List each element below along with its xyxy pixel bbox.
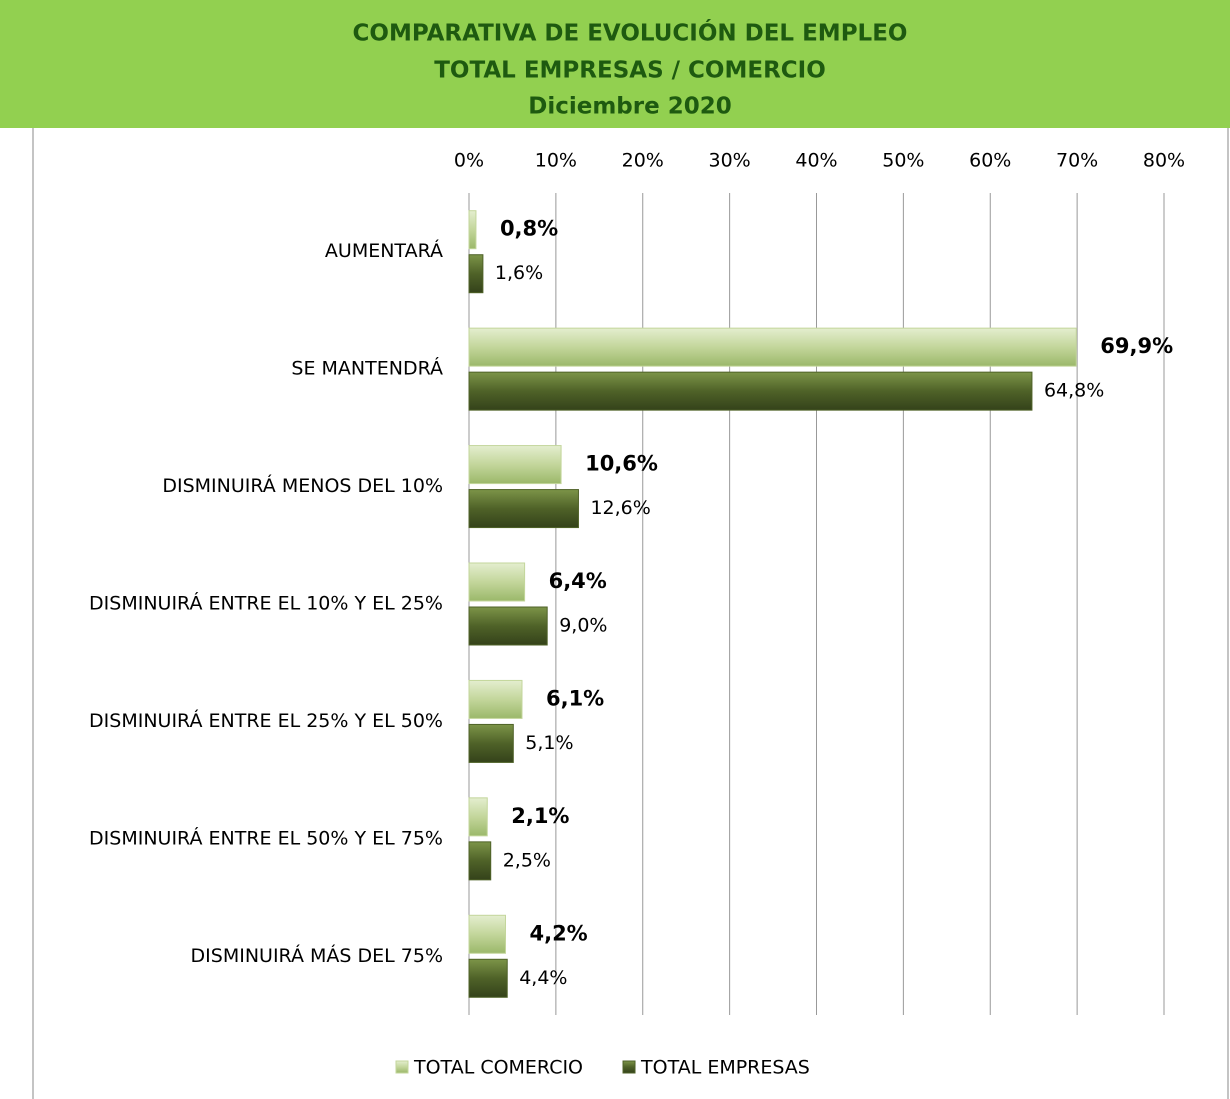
bar [468, 327, 1077, 367]
bar [468, 797, 488, 837]
data-label: 64,8% [1044, 380, 1104, 402]
x-tick-label: 20% [622, 150, 664, 172]
data-label: 1,6% [495, 262, 543, 284]
bar [468, 723, 514, 763]
data-label: 12,6% [590, 497, 650, 519]
legend-label: TOTAL COMERCIO [413, 1057, 583, 1079]
x-tick-label: 60% [969, 150, 1011, 172]
bar [468, 210, 477, 250]
bar [468, 562, 526, 602]
header-band [0, 0, 1230, 128]
data-label: 6,4% [549, 569, 607, 593]
bar [468, 914, 506, 954]
data-label: 2,1% [511, 804, 569, 828]
legend-marker [395, 1060, 409, 1074]
x-tick-label: 30% [709, 150, 751, 172]
y-tick-label: DISMINUIRÁ ENTRE EL 50% Y EL 75% [89, 826, 443, 849]
bar [468, 958, 508, 998]
x-tick-label: 0% [454, 150, 484, 172]
x-tick-label: 50% [882, 150, 924, 172]
bar [468, 445, 562, 485]
legend-marker [622, 1060, 636, 1074]
data-label: 10,6% [585, 452, 658, 476]
data-label: 2,5% [503, 849, 551, 871]
y-tick-label: DISMINUIRÁ ENTRE EL 25% Y EL 50% [89, 709, 443, 732]
x-tick-label: 70% [1056, 150, 1098, 172]
data-label: 6,1% [546, 686, 604, 710]
y-tick-label: DISMINUIRÁ MÁS DEL 75% [191, 944, 443, 967]
chart-title: COMPARATIVA DE EVOLUCIÓN DEL EMPLEO [353, 19, 908, 47]
bar [468, 254, 484, 294]
chart-title: Diciembre 2020 [528, 94, 732, 120]
y-tick-label: DISMINUIRÁ MENOS DEL 10% [162, 474, 443, 497]
bar [468, 679, 523, 719]
bar [468, 841, 492, 881]
y-tick-label: DISMINUIRÁ ENTRE EL 10% Y EL 25% [89, 592, 443, 615]
data-label: 69,9% [1100, 334, 1173, 358]
y-tick-label: AUMENTARÁ [325, 239, 443, 262]
bar [468, 371, 1033, 411]
data-label: 9,0% [559, 615, 607, 637]
data-label: 4,2% [529, 921, 587, 945]
x-tick-label: 10% [535, 150, 577, 172]
bar [468, 489, 579, 529]
chart-title: TOTAL EMPRESAS / COMERCIO [434, 58, 826, 84]
bar [468, 606, 548, 646]
x-tick-label: 80% [1143, 150, 1185, 172]
data-label: 5,1% [525, 732, 573, 754]
legend-label: TOTAL EMPRESAS [640, 1057, 810, 1079]
x-tick-label: 40% [795, 150, 837, 172]
data-label: 4,4% [519, 967, 567, 989]
data-label: 0,8% [500, 217, 558, 241]
y-tick-label: SE MANTENDRÁ [291, 357, 443, 380]
